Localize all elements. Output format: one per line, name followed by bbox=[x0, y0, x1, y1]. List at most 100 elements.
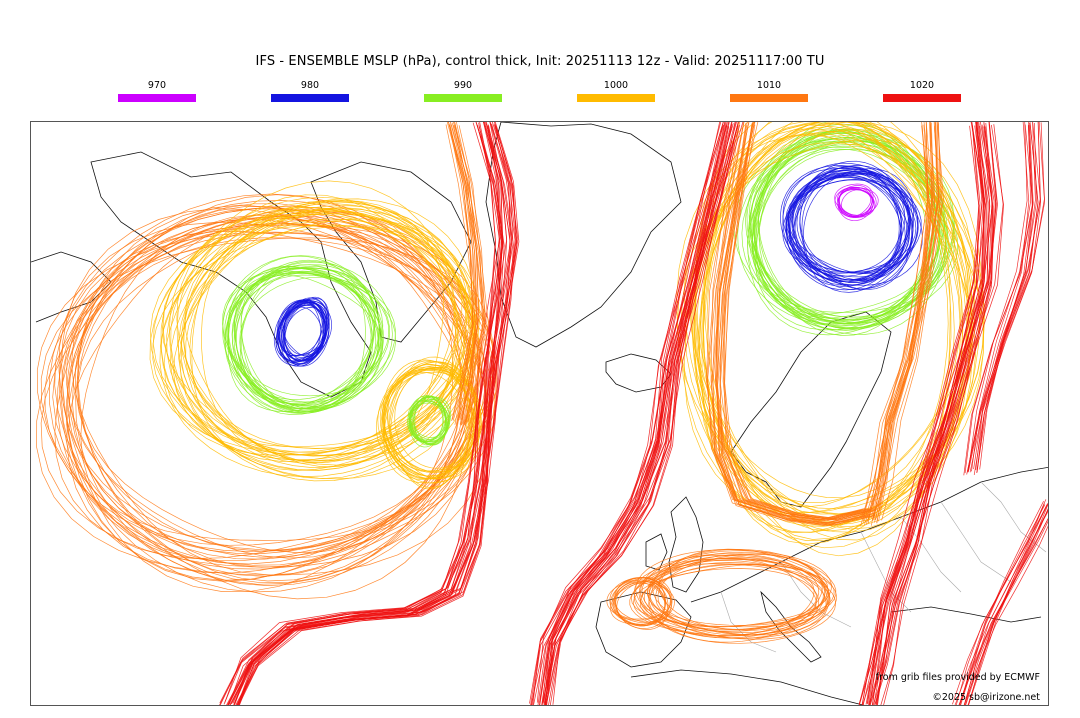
isobar-line bbox=[801, 174, 914, 293]
isobar-line bbox=[696, 122, 952, 499]
copyright-credit: ©2025 sb@irizone.net bbox=[932, 692, 1040, 703]
isobar-contours bbox=[36, 122, 1048, 705]
isobar-line bbox=[233, 272, 396, 413]
legend-item-990: 990 bbox=[424, 80, 502, 102]
isobar-line bbox=[166, 208, 456, 479]
isobar-line bbox=[655, 548, 835, 628]
isobar-line bbox=[788, 171, 914, 275]
isobar-line bbox=[541, 122, 726, 705]
isobar-line bbox=[963, 125, 1033, 476]
isobar-line bbox=[237, 124, 514, 705]
isobar-line bbox=[448, 122, 475, 420]
isobar-line bbox=[219, 122, 504, 705]
isobar-line bbox=[785, 165, 902, 274]
isobar-line bbox=[699, 132, 985, 514]
isobar-line bbox=[976, 122, 1045, 473]
greenland-coast bbox=[485, 122, 682, 348]
isobar-line bbox=[792, 172, 919, 281]
isobar-line bbox=[58, 230, 488, 581]
isobar-line bbox=[865, 122, 985, 705]
isobar-line bbox=[233, 124, 503, 705]
isobar-line bbox=[638, 563, 824, 637]
isobar-line bbox=[790, 167, 907, 287]
source-credit: from grib files provided by ECMWF bbox=[875, 672, 1040, 683]
iberia-coast bbox=[595, 591, 692, 668]
legend-swatch bbox=[577, 94, 655, 102]
isobar-line bbox=[630, 554, 831, 628]
isobar-line bbox=[410, 396, 450, 438]
isobar-line bbox=[407, 397, 448, 442]
isobar-line bbox=[529, 122, 724, 704]
isobar-line bbox=[65, 224, 481, 552]
isobar-line bbox=[635, 549, 829, 630]
isobar-line bbox=[694, 122, 975, 545]
isobar-line bbox=[382, 368, 475, 479]
isobar-line bbox=[698, 130, 984, 515]
isobar-line bbox=[869, 122, 988, 705]
isobar-line bbox=[880, 124, 1004, 705]
legend-item-970: 970 bbox=[118, 80, 196, 102]
isobar-line bbox=[613, 579, 667, 627]
isobar-line bbox=[712, 122, 864, 520]
legend-item-980: 980 bbox=[271, 80, 349, 102]
isobar-line bbox=[450, 122, 485, 421]
isobar-line bbox=[546, 124, 733, 705]
isobar-line bbox=[542, 122, 737, 703]
isobar-line bbox=[60, 217, 462, 593]
legend-label: 1010 bbox=[756, 80, 782, 91]
isobar-line bbox=[876, 122, 995, 705]
isobar-line bbox=[965, 525, 1048, 705]
isobar-line bbox=[869, 125, 986, 705]
legend-swatch bbox=[730, 94, 808, 102]
isobar-line bbox=[979, 122, 1041, 470]
isobar-line bbox=[278, 300, 327, 356]
isobar-line bbox=[227, 122, 496, 705]
isobar-line bbox=[791, 168, 915, 291]
isobar-line bbox=[384, 372, 471, 480]
legend-label: 970 bbox=[147, 80, 167, 91]
isobar-line bbox=[967, 122, 1039, 473]
isobar-line bbox=[758, 140, 937, 330]
legend-swatch bbox=[118, 94, 196, 102]
isobar-line bbox=[632, 568, 820, 639]
legend-swatch bbox=[271, 94, 349, 102]
isobar-line bbox=[282, 301, 327, 364]
isobar-line bbox=[883, 124, 1004, 705]
isobar-line bbox=[615, 581, 672, 629]
isobar-line bbox=[238, 122, 508, 705]
legend-item-1020: 1020 bbox=[883, 80, 961, 102]
isobar-line bbox=[873, 122, 944, 519]
isobar-line bbox=[837, 188, 874, 219]
uk-coast bbox=[668, 496, 704, 593]
isobar-line bbox=[382, 359, 470, 480]
isobar-line bbox=[799, 168, 911, 274]
isobar-line bbox=[226, 255, 372, 410]
isobar-line bbox=[640, 555, 830, 628]
legend-label: 1020 bbox=[909, 80, 935, 91]
isobar-line bbox=[233, 122, 519, 705]
isobar-line bbox=[40, 237, 495, 585]
isobar-line bbox=[706, 122, 862, 521]
isobar-line bbox=[703, 128, 955, 532]
isobar-line bbox=[44, 222, 486, 553]
isobar-line bbox=[380, 361, 477, 479]
isobar-line bbox=[448, 124, 478, 425]
isobar-line bbox=[964, 520, 1048, 705]
isobar-line bbox=[548, 122, 739, 705]
isobar-line bbox=[448, 122, 478, 421]
isobar-line bbox=[973, 122, 1045, 470]
map-title: IFS - ENSEMBLE MSLP (hPa), control thick… bbox=[255, 54, 825, 69]
map-panel[interactable] bbox=[30, 121, 1049, 706]
isobar-line bbox=[412, 396, 451, 445]
isobar-line bbox=[968, 518, 1048, 705]
isobar-line bbox=[276, 299, 324, 364]
isobar-line bbox=[648, 559, 815, 636]
isobar-line bbox=[546, 125, 739, 705]
isobar-line bbox=[375, 370, 474, 480]
isobar-line bbox=[68, 237, 494, 560]
isobar-line bbox=[648, 563, 837, 644]
isobar-line bbox=[539, 122, 726, 703]
isobar-line bbox=[723, 122, 874, 519]
isobar-line bbox=[236, 125, 514, 705]
isobar-line bbox=[716, 122, 872, 520]
